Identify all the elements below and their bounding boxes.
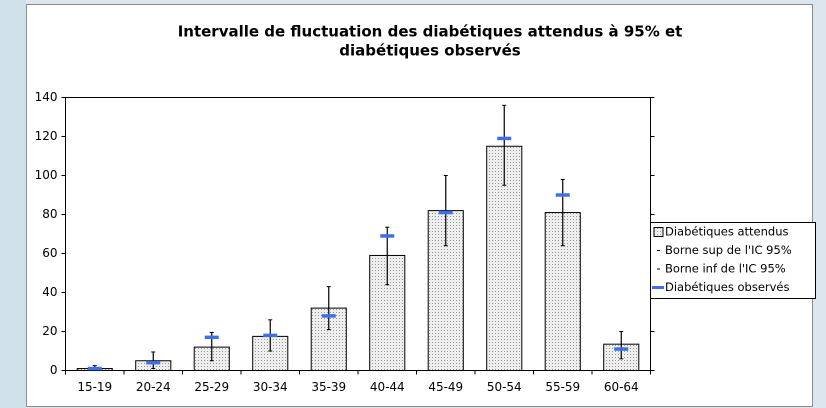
legend-label: Borne sup de l'IC 95% (665, 243, 792, 257)
x-tick-label: 20-24 (136, 380, 171, 394)
x-tick-label: 50-54 (487, 380, 522, 394)
x-tick-label: 55-59 (545, 380, 580, 394)
legend-label: Borne inf de l'IC 95% (665, 262, 786, 276)
legend-label: Diabétiques attendus (665, 225, 789, 239)
x-tick-label: 35-39 (311, 380, 346, 394)
y-tick-label: 140 (35, 90, 58, 104)
chart-title: Intervalle de fluctuation des diabétique… (178, 23, 683, 41)
y-tick-label: 120 (35, 129, 58, 143)
y-tick-label: 0 (50, 363, 58, 377)
y-tick-label: 20 (42, 324, 57, 338)
legend-swatch (653, 227, 664, 237)
y-tick-label: 60 (42, 246, 57, 260)
y-tick-label: 80 (42, 207, 57, 221)
x-tick-label: 25-29 (194, 380, 229, 394)
legend-label: Diabétiques observés (665, 280, 790, 294)
x-tick-label: 30-34 (253, 380, 288, 394)
x-tick-label: 40-44 (370, 380, 405, 394)
y-tick-label: 100 (35, 168, 58, 182)
x-tick-label: 45-49 (428, 380, 463, 394)
side-panel (0, 0, 26, 408)
x-tick-label: 60-64 (604, 380, 639, 394)
bar (252, 335, 289, 371)
x-tick-label: 15-19 (77, 380, 112, 394)
legend-box (650, 222, 816, 299)
chart-title: diabétiques observés (339, 42, 520, 60)
y-tick-label: 40 (42, 285, 57, 299)
